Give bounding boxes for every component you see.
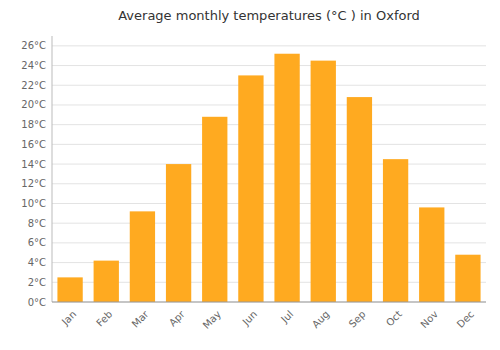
grid-line (52, 85, 486, 86)
grid-line (52, 65, 486, 66)
x-tick-label: Jun (240, 308, 260, 328)
grid-line (52, 302, 486, 303)
bar (238, 75, 263, 302)
bar (57, 277, 82, 302)
x-tick-label: May (201, 308, 223, 330)
x-tick-label: Aug (310, 308, 332, 330)
bar (311, 61, 336, 302)
x-tick-labels: Jan Feb Mar Apr May Jun Jul Aug Sep Oct Nov Dec (59, 308, 476, 331)
y-tick-label: 0°C (28, 297, 46, 308)
x-tick-label: Mar (130, 308, 152, 330)
x-tick-label: Dec (455, 308, 476, 329)
x-tick-label: Apr (167, 308, 188, 329)
grid-line (52, 183, 486, 184)
chart: Average monthly temperatures (°C ) in Ox… (0, 0, 500, 350)
bar (94, 261, 119, 302)
bar (166, 164, 191, 302)
chart-container: Average monthly temperatures (°C ) in Ox… (0, 0, 500, 350)
y-tick-label: 20°C (21, 99, 46, 110)
grid-line (52, 144, 486, 145)
y-tick-label: 18°C (21, 119, 46, 130)
y-tick-label: 22°C (21, 80, 46, 91)
grid-line (52, 164, 486, 165)
y-tick-label: 6°C (28, 237, 46, 248)
bar (419, 207, 444, 302)
bars (57, 54, 480, 302)
bar (455, 255, 480, 302)
grid-line (52, 203, 486, 204)
y-tick-label: 26°C (21, 40, 46, 51)
y-tick-label: 4°C (28, 257, 46, 268)
grid-line (52, 124, 486, 125)
y-tick-label: 16°C (21, 139, 46, 150)
y-tick-label: 8°C (28, 218, 46, 229)
bar (383, 159, 408, 302)
x-axis-line (52, 302, 486, 303)
y-tick-label: 10°C (21, 198, 46, 209)
x-tick-label: Feb (94, 308, 114, 328)
grid-line (52, 104, 486, 105)
bar (130, 211, 155, 302)
y-tick-labels: 0°C 2°C 4°C 6°C 8°C 10°C 12°C 14°C 16°C 18°C 20°C 2… (21, 40, 46, 307)
bar (347, 97, 372, 302)
x-tick-label: Nov (418, 308, 440, 330)
y-axis-line (52, 36, 53, 302)
title: Average monthly temperatures (°C ) in Ox… (118, 8, 420, 23)
bar (274, 54, 299, 302)
y-tick-label: 2°C (28, 277, 46, 288)
x-tick-label: Jul (278, 308, 295, 325)
y-tick-label: 24°C (21, 60, 46, 71)
x-tick-label: Sep (347, 308, 368, 329)
grid-line (52, 45, 486, 46)
x-tick-label: Jan (59, 308, 78, 327)
y-tick-label: 14°C (21, 159, 46, 170)
y-grid (52, 46, 486, 302)
bar (202, 117, 227, 302)
y-tick-label: 12°C (21, 178, 46, 189)
x-tick-label: Oct (384, 308, 404, 328)
